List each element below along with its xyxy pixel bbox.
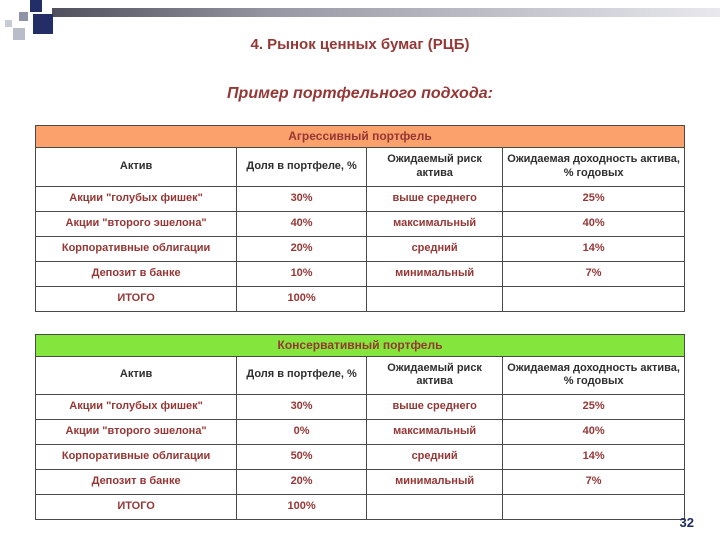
column-header: Актив <box>34 355 238 395</box>
slide-subtitle: Пример портфельного подхода: <box>227 85 493 102</box>
table-cell: 25% <box>502 185 685 212</box>
table-cell: средний <box>365 444 504 470</box>
table-cell: Корпоративные облигации <box>34 235 238 262</box>
table-title: Консервативный портфель <box>35 333 685 357</box>
decor-square <box>13 28 25 40</box>
table-cell: 14% <box>502 235 685 262</box>
header-gradient-bar <box>52 8 720 17</box>
portfolio-table: Консервативный портфель Актив Доля в портф… <box>34 333 685 520</box>
aggressive-portfolio-table: Агрессивный портфель Актив Доля в портфеле… <box>0 125 720 312</box>
column-header: Ожидаемая доходность актива, % годовых <box>502 147 685 187</box>
table-cell: выше среднего <box>365 185 504 212</box>
conservative-portfolio-table: Консервативный портфель Актив Доля в портф… <box>0 333 720 520</box>
decor-square <box>19 12 28 21</box>
table-cell: Депозит в банке <box>34 469 238 495</box>
table-cell: 40% <box>236 210 367 237</box>
table-cell: выше среднего <box>365 394 504 420</box>
table-row: ИТОГО 100% <box>34 494 685 520</box>
table-cell: 20% <box>236 235 367 262</box>
table-cell: 10% <box>236 260 367 287</box>
column-header: Ожидаемый риск актива <box>365 147 504 187</box>
table-cell <box>365 285 504 312</box>
table-cell: 25% <box>502 394 685 420</box>
table-cell: 0% <box>236 419 367 445</box>
table-cell: средний <box>365 235 504 262</box>
table-cell: 14% <box>502 444 685 470</box>
table-cell: 7% <box>502 469 685 495</box>
table-cell: ИТОГО <box>34 285 238 312</box>
table-cell: минимальный <box>365 469 504 495</box>
decor-square <box>5 20 12 27</box>
table-cell: Акции "второго эшелона" <box>34 419 238 445</box>
table-cell: Акции "голубых фишек" <box>34 394 238 420</box>
table-row: ИТОГО 100% <box>34 285 685 312</box>
slide-title: 4. Рынок ценных бумаг (РЦБ) <box>250 36 470 53</box>
table-cell: 30% <box>236 185 367 212</box>
table-row: Корпоративные облигации 20% средний 14% <box>34 235 685 262</box>
decor-square <box>30 0 42 12</box>
table-cell: 40% <box>502 210 685 237</box>
table-cell: 50% <box>236 444 367 470</box>
table-row: Акции "голубых фишек" 30% выше среднего 25% <box>34 394 685 420</box>
table-cell <box>502 285 685 312</box>
table-cell: 40% <box>502 419 685 445</box>
tables-area: Агрессивный портфель Актив Доля в портфеле… <box>0 125 720 520</box>
table-cell: 100% <box>236 494 367 520</box>
table-cell: 7% <box>502 260 685 287</box>
column-header: Доля в портфеле, % <box>236 355 367 395</box>
table-cell <box>365 494 504 520</box>
page-number: 32 <box>679 515 694 530</box>
table-cell: Депозит в банке <box>34 260 238 287</box>
table-title: Агрессивный портфель <box>35 125 685 148</box>
table-row: Акции "второго эшелона" 0% максимальный 40% <box>34 419 685 445</box>
column-header: Актив <box>34 147 238 187</box>
column-header: Ожидаемый риск актива <box>365 355 504 395</box>
table-row: Корпоративные облигации 50% средний 14% <box>34 444 685 470</box>
table-cell: максимальный <box>365 419 504 445</box>
table-cell: ИТОГО <box>34 494 238 520</box>
table-cell: Акции "голубых фишек" <box>34 185 238 212</box>
column-header: Доля в портфеле, % <box>236 147 367 187</box>
table-cell <box>502 494 685 520</box>
table-cell: 20% <box>236 469 367 495</box>
table-cell: 100% <box>236 285 367 312</box>
table-cell: Корпоративные облигации <box>34 444 238 470</box>
table-cell: минимальный <box>365 260 504 287</box>
table-cell: максимальный <box>365 210 504 237</box>
table-row: Акции "второго эшелона" 40% максимальный 40… <box>34 210 685 237</box>
table-row: Акции "голубых фишек" 30% выше среднего 25% <box>34 185 685 212</box>
column-header: Ожидаемая доходность актива, % годовых <box>502 355 685 395</box>
table-row: Депозит в банке 10% минимальный 7% <box>34 260 685 287</box>
table-row: Депозит в банке 20% минимальный 7% <box>34 469 685 495</box>
table-cell: Акции "второго эшелона" <box>34 210 238 237</box>
table-cell: 30% <box>236 394 367 420</box>
portfolio-table: Агрессивный портфель Актив Доля в портфеле… <box>34 125 685 312</box>
decor-square <box>33 14 53 34</box>
